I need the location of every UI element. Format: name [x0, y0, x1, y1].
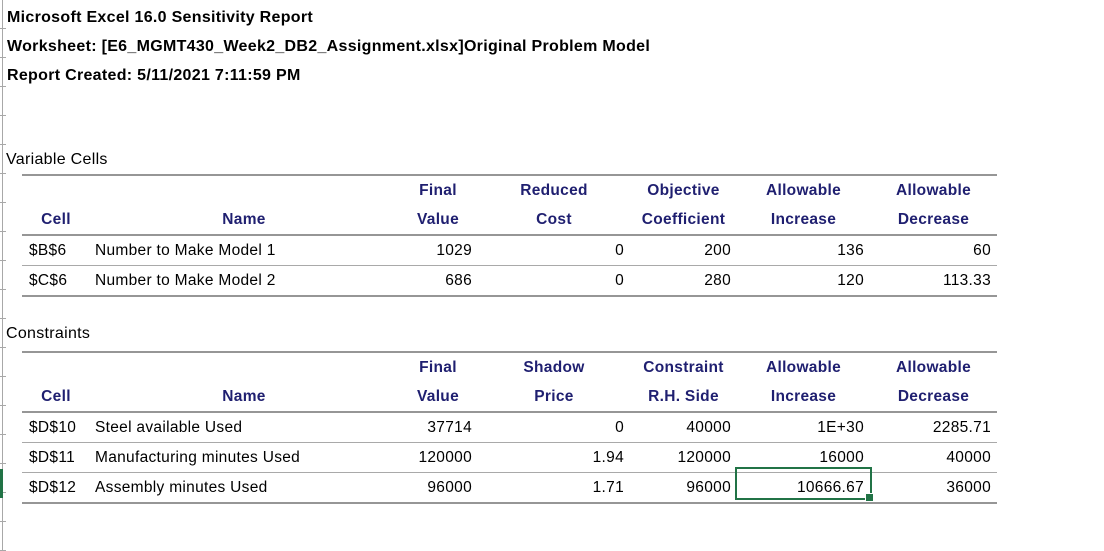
final-value[interactable]: 37714	[427, 419, 472, 436]
final-value[interactable]: 120000	[418, 449, 472, 466]
report-title: Microsoft Excel 16.0 Sensitivity Report	[7, 9, 314, 26]
cell-name[interactable]: Steel available Used	[95, 419, 243, 436]
cell-ref[interactable]: $D$11	[29, 449, 76, 466]
header-allow-inc-1[interactable]: Allowable	[765, 182, 842, 199]
variable-cells-header-row-1: Final Reduced Objective Allowable Allowa…	[22, 176, 997, 205]
header-reduced-1[interactable]: Reduced	[520, 182, 588, 199]
allowable-decrease[interactable]: 36000	[946, 479, 991, 496]
variable-row-c6: $C$6 Number to Make Model 2 686 0 280 12…	[22, 266, 997, 295]
objective-coefficient[interactable]: 280	[704, 272, 731, 289]
allowable-increase[interactable]: 120	[837, 272, 864, 289]
header-allow-dec-1[interactable]: Allowable	[895, 182, 972, 199]
allowable-increase[interactable]: 1E+30	[817, 419, 864, 436]
final-value[interactable]: 1029	[436, 242, 472, 259]
constraint-row-d10: $D$10 Steel available Used 37714 0 40000…	[22, 413, 997, 443]
header-name[interactable]	[90, 176, 398, 205]
header-allow-dec-2[interactable]: Decrease	[897, 388, 970, 405]
constraints-header-row-1: Final Shadow Constraint Allowable Allowa…	[22, 353, 997, 382]
variable-cells-header-row-2: Cell Name Value Cost Coefficient Increas…	[22, 205, 997, 236]
header-final-1[interactable]: Final	[419, 182, 457, 199]
header-reduced-2[interactable]: Cost	[536, 211, 572, 228]
header-allow-inc-2[interactable]: Increase	[770, 388, 837, 405]
shadow-price[interactable]: 0	[615, 419, 624, 436]
constraint-rhs[interactable]: 40000	[686, 419, 731, 436]
header-cell-2[interactable]: Cell	[41, 388, 71, 405]
reduced-cost[interactable]: 0	[615, 272, 624, 289]
fill-handle[interactable]	[865, 493, 874, 502]
header-final-2[interactable]: Value	[417, 211, 459, 228]
cell-ref[interactable]: $B$6	[29, 242, 67, 259]
header-objective-2[interactable]: Coefficient	[641, 211, 726, 228]
objective-coefficient[interactable]: 200	[704, 242, 731, 259]
header-allow-inc-2[interactable]: Increase	[770, 211, 837, 228]
allowable-decrease[interactable]: 113.33	[942, 272, 991, 289]
constraints-header-row-2: Cell Name Value Price R.H. Side Increase…	[22, 382, 997, 413]
variable-cells-table: Final Reduced Objective Allowable Allowa…	[22, 174, 997, 297]
shadow-price[interactable]: 1.94	[592, 449, 624, 466]
header-final-2[interactable]: Value	[417, 388, 459, 405]
allowable-decrease[interactable]: 60	[973, 242, 991, 259]
active-row-indicator	[0, 469, 3, 498]
cell-ref[interactable]: $D$10	[29, 419, 77, 436]
report-header: Microsoft Excel 16.0 Sensitivity Report …	[7, 3, 650, 90]
header-shadow-1[interactable]: Shadow	[523, 359, 585, 376]
header-name-2[interactable]: Name	[222, 388, 266, 405]
reduced-cost[interactable]: 0	[615, 242, 624, 259]
allowable-increase[interactable]: 16000	[819, 449, 864, 466]
constraint-row-d12: $D$12 Assembly minutes Used 96000 1.71 9…	[22, 473, 997, 502]
allowable-decrease[interactable]: 40000	[946, 449, 991, 466]
constraint-rhs[interactable]: 96000	[686, 479, 731, 496]
report-worksheet: Worksheet: [E6_MGMT430_Week2_DB2_Assignm…	[7, 38, 651, 55]
header-shadow-2[interactable]: Price	[534, 388, 574, 405]
variable-row-b6: $B$6 Number to Make Model 1 1029 0 200 1…	[22, 236, 997, 266]
cell-name[interactable]: Number to Make Model 2	[95, 272, 276, 289]
cell-ref[interactable]: $C$6	[29, 272, 68, 289]
constraint-rhs[interactable]: 120000	[677, 449, 731, 466]
header-name-2[interactable]: Name	[222, 211, 266, 228]
header-allow-inc-1[interactable]: Allowable	[765, 359, 842, 376]
variable-cells-section-label: Variable Cells	[6, 151, 108, 168]
allowable-increase[interactable]: 136	[837, 242, 864, 259]
worksheet-left-gridline	[0, 0, 6, 551]
constraints-table: Final Shadow Constraint Allowable Allowa…	[22, 351, 997, 504]
constraints-section-label: Constraints	[6, 325, 91, 342]
report-created: Report Created: 5/11/2021 7:11:59 PM	[7, 67, 301, 84]
selected-allowable-increase[interactable]: 10666.67	[796, 479, 864, 496]
final-value[interactable]: 96000	[427, 479, 472, 496]
header-constraint-1[interactable]: Constraint	[643, 359, 724, 376]
header-objective-1[interactable]: Objective	[647, 182, 720, 199]
constraint-row-d11: $D$11 Manufacturing minutes Used 120000 …	[22, 443, 997, 473]
final-value[interactable]: 686	[445, 272, 472, 289]
header-constraint-2[interactable]: R.H. Side	[648, 388, 719, 405]
active-cell-selection-outline[interactable]	[735, 467, 874, 502]
header-allow-dec-2[interactable]: Decrease	[897, 211, 970, 228]
cell-name[interactable]: Manufacturing minutes Used	[95, 449, 301, 466]
allowable-decrease[interactable]: 2285.71	[932, 419, 991, 436]
cell-name[interactable]: Number to Make Model 1	[95, 242, 276, 259]
cell-name[interactable]: Assembly minutes Used	[95, 479, 268, 496]
header-cell[interactable]	[22, 353, 90, 382]
header-cell-2[interactable]: Cell	[41, 211, 71, 228]
shadow-price[interactable]: 1.71	[592, 479, 624, 496]
header-cell[interactable]	[22, 176, 90, 205]
cell-ref[interactable]: $D$12	[29, 479, 77, 496]
header-allow-dec-1[interactable]: Allowable	[895, 359, 972, 376]
header-name[interactable]	[90, 353, 398, 382]
header-final-1[interactable]: Final	[419, 359, 457, 376]
